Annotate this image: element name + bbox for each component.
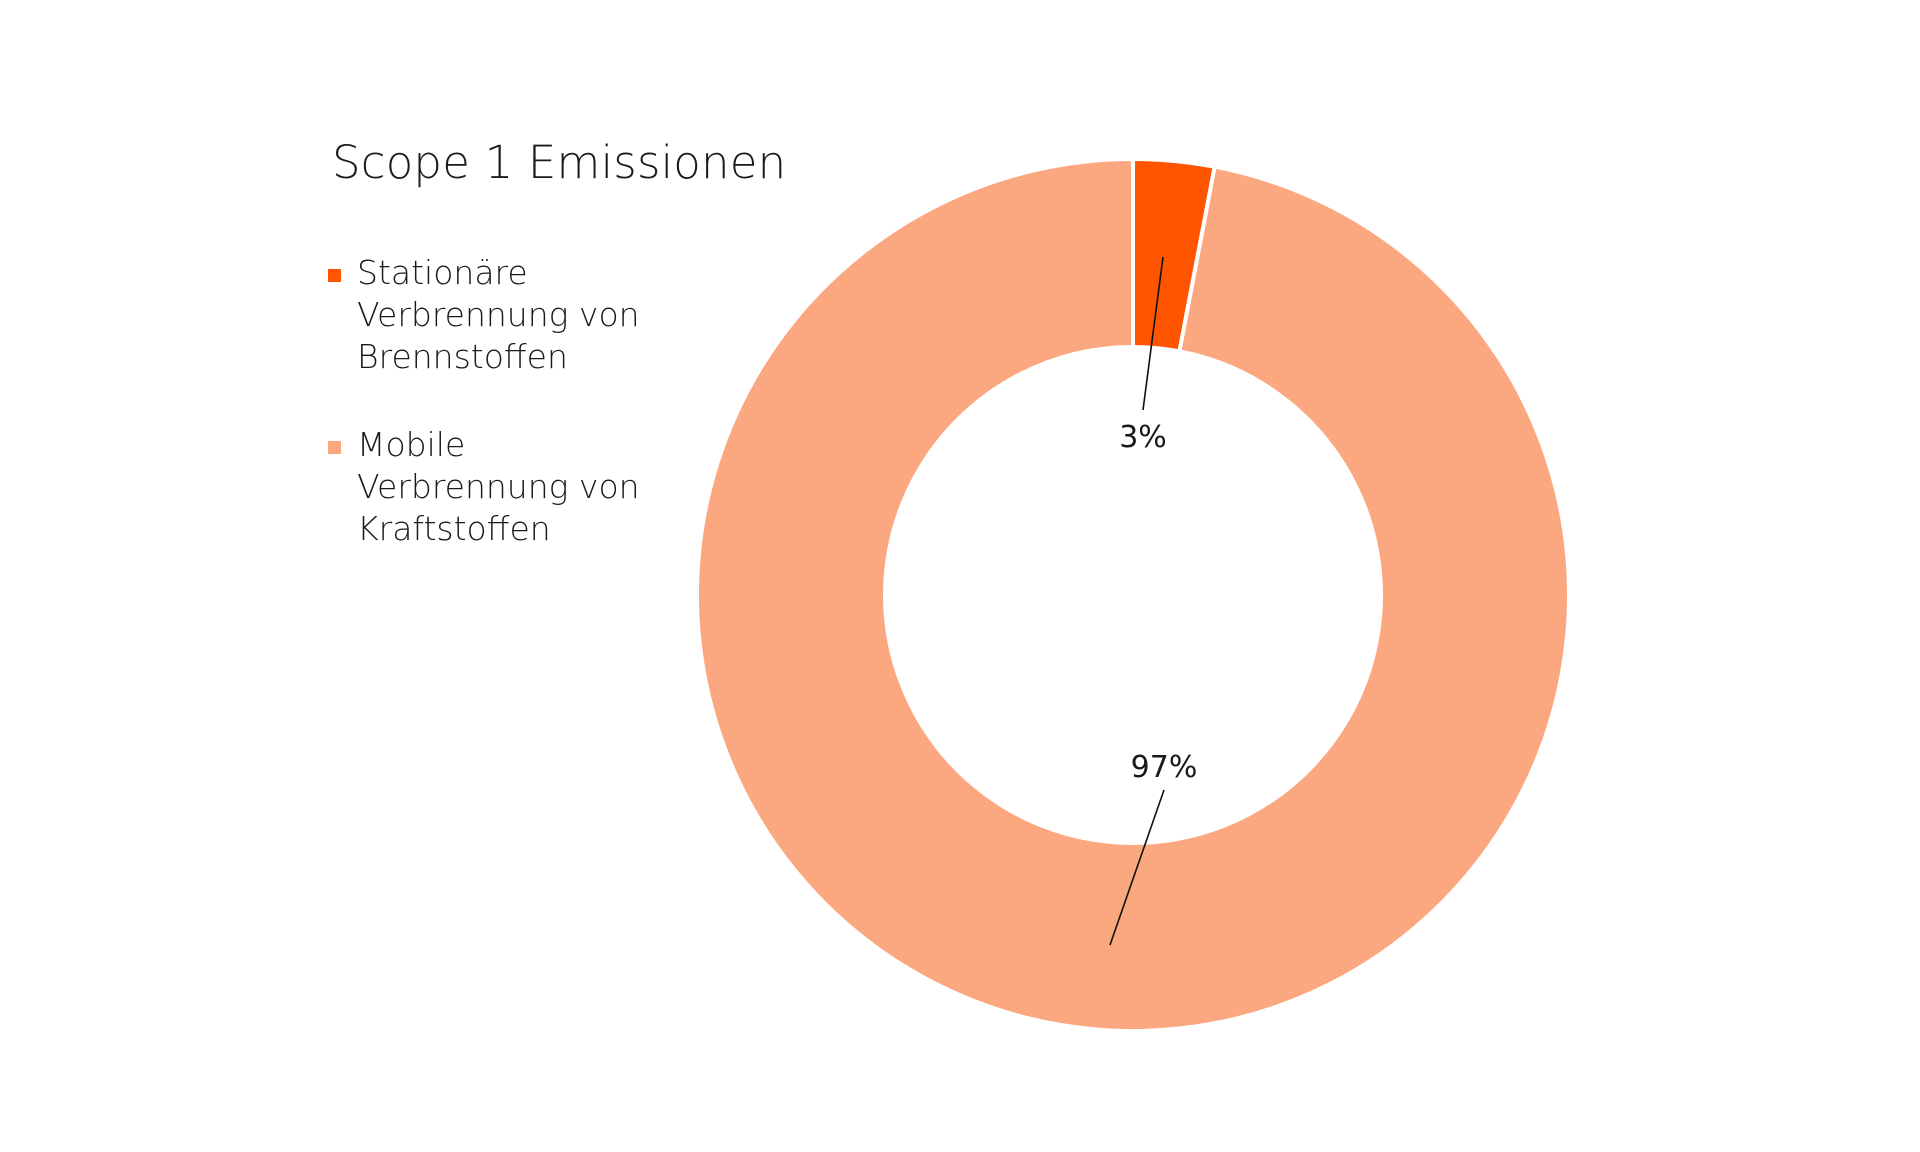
data-label-slice1: 97% — [1131, 750, 1198, 785]
legend-label-mobile: Mobile Verbrennung von Kraftstoffen — [357, 425, 640, 548]
leader-line-slice1 — [1109, 789, 1165, 946]
legend-swatch-mobile — [328, 441, 341, 454]
data-label-slice0: 3% — [1119, 420, 1167, 455]
legend-item-mobile: Mobile Verbrennung von Kraftstoffen — [328, 424, 657, 550]
donut-slice-1 — [695, 156, 1571, 1033]
legend-item-stationary: Stationäre Verbrennung von Brennstoffen — [328, 252, 657, 378]
legend-swatch-stationary — [328, 269, 341, 282]
legend: Stationäre Verbrennung von Brennstoffen … — [328, 252, 657, 596]
chart-title: Scope 1 Emissionen — [332, 136, 787, 189]
legend-label-stationary: Stationäre Verbrennung von Brennstoffen — [357, 253, 640, 376]
donut-slices — [695, 156, 1571, 1033]
leader-line-slice0 — [1142, 256, 1164, 411]
